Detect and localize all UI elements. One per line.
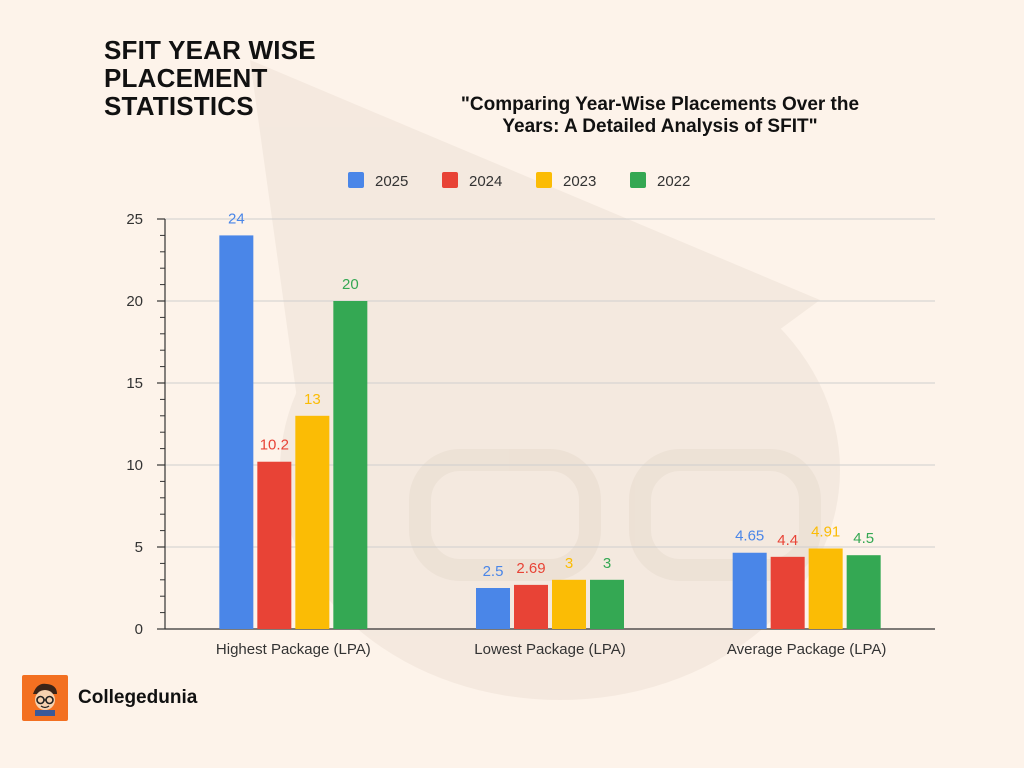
bar bbox=[295, 415, 330, 629]
legend-swatch bbox=[348, 172, 364, 188]
x-tick-label: Highest Package (LPA) bbox=[216, 641, 371, 658]
y-tick-label: 0 bbox=[135, 621, 143, 638]
data-label: 4.5 bbox=[853, 530, 874, 547]
page-title: SFIT YEAR WISE PLACEMENT STATISTICS bbox=[104, 36, 404, 120]
bar bbox=[476, 588, 510, 629]
data-label: 2.5 bbox=[483, 563, 504, 580]
data-label: 4.91 bbox=[811, 523, 840, 540]
bar bbox=[732, 552, 767, 629]
data-label: 24 bbox=[228, 210, 245, 227]
data-label: 10.2 bbox=[260, 437, 289, 454]
legend-label: 2024 bbox=[469, 173, 502, 190]
data-label: 3 bbox=[565, 555, 573, 572]
bar bbox=[219, 235, 254, 629]
bar bbox=[514, 584, 548, 629]
bar bbox=[770, 556, 805, 629]
bar bbox=[846, 555, 881, 629]
y-tick-label: 15 bbox=[126, 375, 143, 392]
x-tick-label: Average Package (LPA) bbox=[727, 641, 887, 658]
legend-label: 2025 bbox=[375, 173, 408, 190]
y-tick-label: 10 bbox=[126, 457, 143, 474]
legend-label: 2022 bbox=[657, 173, 690, 190]
chart-title: "Comparing Year-Wise Placements Over the… bbox=[380, 94, 940, 138]
legend-swatch bbox=[442, 172, 458, 188]
data-label: 4.4 bbox=[777, 532, 798, 549]
bar bbox=[257, 461, 292, 629]
y-tick-label: 20 bbox=[126, 293, 143, 310]
data-label: 4.65 bbox=[735, 528, 764, 545]
x-tick-label: Lowest Package (LPA) bbox=[474, 641, 625, 658]
legend-swatch bbox=[536, 172, 552, 188]
y-tick-label: 5 bbox=[135, 539, 143, 556]
legend-label: 2023 bbox=[563, 173, 596, 190]
chart-title-line: Years: A Detailed Analysis of SFIT" bbox=[502, 116, 818, 137]
data-label: 20 bbox=[342, 276, 359, 293]
data-label: 2.69 bbox=[516, 560, 545, 577]
data-label: 3 bbox=[603, 555, 611, 572]
page-title-line: PLACEMENT bbox=[104, 63, 268, 93]
bar bbox=[552, 579, 586, 629]
legend-swatch bbox=[630, 172, 646, 188]
brand-name: Collegedunia bbox=[78, 687, 198, 708]
chart-title-line: "Comparing Year-Wise Placements Over the bbox=[460, 94, 860, 115]
brand: Collegedunia bbox=[22, 675, 197, 721]
bar bbox=[333, 301, 368, 629]
student-avatar-icon bbox=[22, 675, 68, 721]
data-label: 13 bbox=[304, 391, 321, 408]
bar bbox=[808, 548, 843, 629]
bar bbox=[590, 579, 624, 629]
y-tick-label: 25 bbox=[126, 211, 143, 228]
page-title-line: SFIT YEAR WISE bbox=[104, 35, 316, 65]
page-title-line: STATISTICS bbox=[104, 91, 254, 121]
